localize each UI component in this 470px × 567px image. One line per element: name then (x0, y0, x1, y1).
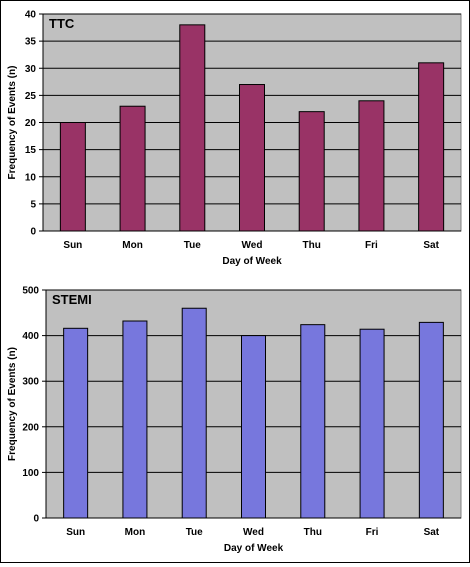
chart-title: STEMI (52, 292, 92, 307)
x-tick-label: Wed (243, 527, 264, 538)
y-tick-label: 35 (25, 37, 37, 48)
x-tick-label: Sat (424, 527, 440, 538)
x-tick-label: Wed (242, 240, 263, 251)
x-axis-label: Day of Week (224, 543, 284, 554)
bar-sun (63, 327, 89, 519)
y-tick-label: 0 (33, 514, 39, 525)
x-axis-label: Day of Week (222, 256, 282, 267)
y-tick-label: 25 (25, 91, 37, 102)
y-tick-label: 400 (22, 331, 39, 342)
y-tick-label: 10 (25, 172, 37, 183)
bar-wed (239, 84, 265, 232)
bar-mon (122, 320, 148, 519)
ttc-chart: 0 5 10 15 20 25 30 35 40 Sun Mon Tue Wed Thu Fri Sat TTC… (7, 10, 462, 267)
x-tick-label: Sun (63, 240, 82, 251)
bar-wed (241, 335, 266, 519)
y-tick-label: 0 (30, 227, 36, 238)
x-tick-label: Thu (303, 240, 321, 251)
stemi-chart: 0 100 200 300 400 500 Sun Mon Tue Wed Thu Fri Sat STE… (7, 286, 462, 554)
bar-mon (119, 105, 146, 232)
x-tick-label: Fri (365, 240, 378, 251)
x-tick-label: Mon (122, 240, 143, 251)
bar-tue (181, 307, 207, 519)
y-tick-label: 200 (22, 422, 39, 433)
chart-title: TTC (49, 16, 75, 31)
y-tick-label: 15 (25, 145, 37, 156)
x-tick-label: Sun (66, 527, 85, 538)
y-tick-label: 100 (22, 468, 39, 479)
bar-fri (359, 328, 385, 519)
x-tick-label: Tue (184, 240, 201, 251)
y-axis-label: Frequency of Events (n) (7, 347, 18, 461)
bar-thu (300, 324, 326, 519)
y-tick-label: 40 (25, 10, 37, 21)
y-tick-label: 5 (30, 199, 36, 210)
y-tick-label: 30 (25, 64, 37, 75)
bar-sat (418, 62, 445, 232)
y-tick-label: 300 (22, 377, 39, 388)
y-tick-label: 500 (22, 286, 39, 297)
bar-fri (358, 100, 385, 232)
bar-tue (179, 24, 206, 232)
x-tick-label: Tue (186, 527, 203, 538)
x-tick-label: Mon (125, 527, 146, 538)
y-tick-label: 20 (25, 118, 37, 129)
y-axis-label: Frequency of Events (n) (7, 66, 18, 180)
x-tick-label: Fri (366, 527, 379, 538)
x-tick-label: Thu (304, 527, 322, 538)
bar-sat (418, 321, 444, 519)
bar-thu (298, 111, 325, 232)
bar-sun (59, 122, 86, 232)
x-tick-label: Sat (423, 240, 439, 251)
